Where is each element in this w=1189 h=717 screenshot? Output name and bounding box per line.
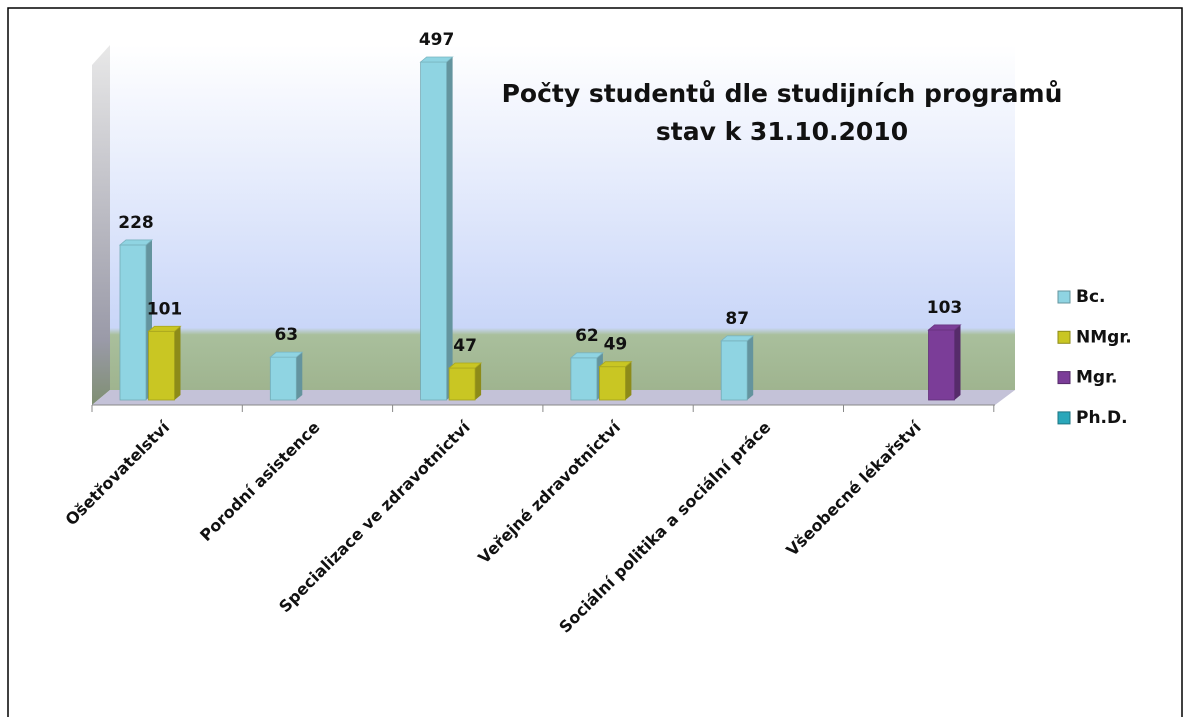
legend-label: Mgr.: [1076, 368, 1118, 388]
bar: [269, 356, 297, 401]
data-label: 63: [274, 325, 298, 345]
bar: [448, 367, 476, 401]
bar-side: [625, 361, 632, 400]
bar-top: [419, 56, 454, 63]
legend-swatch: [1057, 411, 1071, 425]
bar: [420, 61, 448, 401]
bar-top: [927, 324, 962, 331]
bar-side: [296, 352, 303, 400]
bar-side: [174, 326, 181, 400]
legend-label: Bc.: [1076, 287, 1106, 307]
legend-label: Ph.D.: [1076, 408, 1128, 428]
bar: [720, 340, 748, 401]
bar-side: [475, 363, 482, 400]
bar-top: [569, 352, 605, 359]
bar: [928, 329, 955, 401]
bar-side: [446, 57, 453, 400]
bar: [148, 330, 175, 401]
chart-title: Počty studentů dle studijních programů: [502, 79, 1063, 108]
legend-swatch: [1057, 371, 1071, 385]
data-label: 62: [575, 326, 599, 346]
data-label: 101: [147, 299, 183, 319]
bar-side: [954, 324, 961, 400]
back-wall: [110, 45, 1015, 390]
bar-top: [598, 361, 633, 368]
data-label: 87: [725, 309, 749, 329]
floor: [92, 390, 1015, 405]
data-label: 228: [118, 213, 154, 233]
legend-label: NMgr.: [1076, 327, 1132, 347]
legend-swatch: [1057, 330, 1071, 344]
data-label: 103: [927, 298, 963, 318]
side-wall: [92, 45, 110, 405]
bar: [119, 244, 147, 401]
bar-top: [147, 325, 182, 332]
bar: [570, 357, 598, 401]
legend-swatch: [1057, 290, 1071, 304]
data-label: 497: [419, 30, 455, 50]
bar-top: [720, 335, 755, 342]
bar: [599, 366, 626, 401]
chart-subtitle: stav k 31.10.2010: [656, 117, 908, 146]
data-label: 49: [604, 335, 628, 355]
bar-top: [269, 351, 304, 358]
data-label: 47: [453, 336, 477, 356]
bar-top: [118, 239, 154, 246]
bar-top: [447, 362, 483, 369]
bar-side: [747, 335, 754, 400]
